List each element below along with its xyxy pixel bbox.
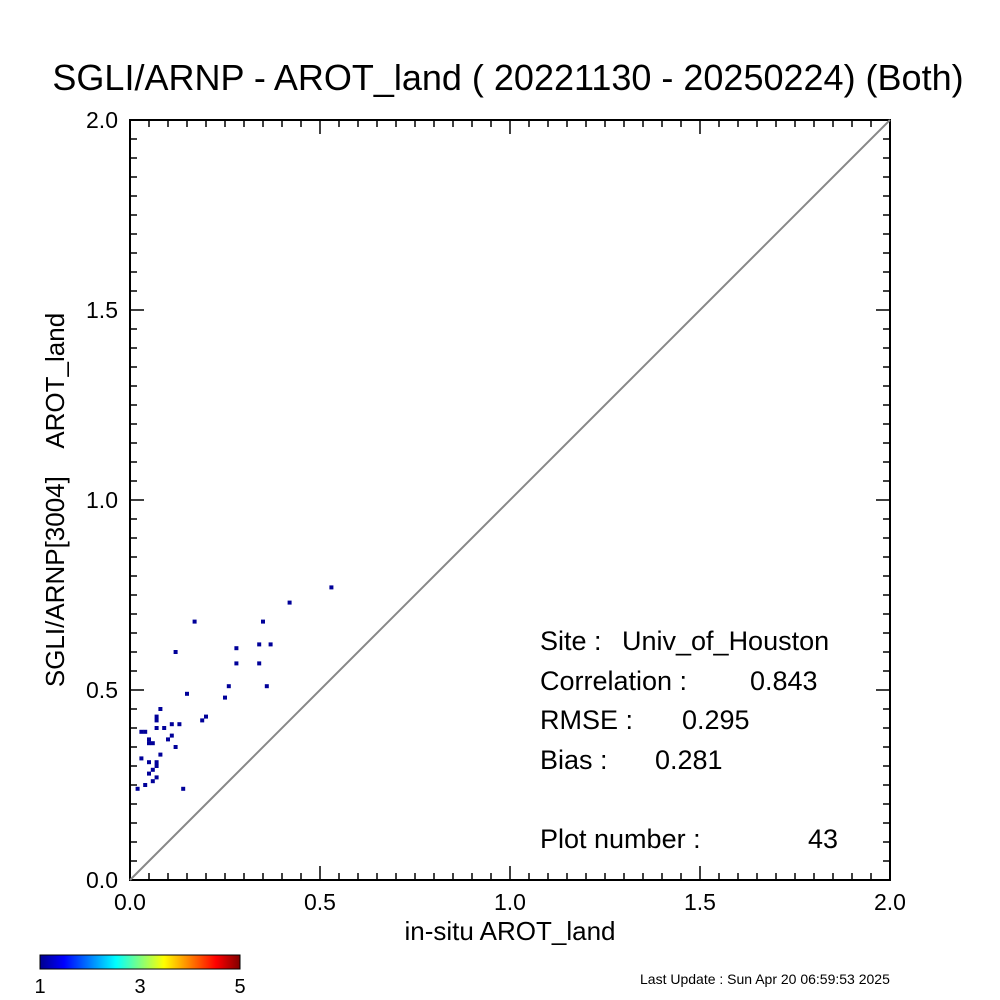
y-tick-label: 0.5	[86, 677, 118, 703]
last-update-text: Last Update : Sun Apr 20 06:59:53 2025	[640, 971, 890, 987]
colorbar-mid-label: 3	[134, 976, 145, 998]
data-point	[154, 726, 159, 730]
data-point	[154, 718, 159, 723]
rmse-value: 0.295	[682, 705, 750, 735]
data-points	[135, 585, 334, 791]
data-point	[329, 585, 334, 590]
data-point	[173, 745, 178, 749]
chart-title: SGLI/ARNP - AROT_land ( 20221130 - 20250…	[52, 57, 963, 98]
data-point	[223, 695, 227, 700]
data-point	[147, 737, 151, 742]
data-point	[257, 661, 262, 666]
data-point	[169, 733, 174, 738]
data-point	[234, 646, 239, 651]
data-point	[268, 642, 273, 647]
data-point	[150, 741, 155, 746]
data-point	[162, 726, 167, 730]
data-point	[177, 722, 182, 727]
data-point	[158, 707, 163, 711]
one-to-one-line	[129, 119, 891, 881]
data-point	[154, 760, 159, 765]
data-point	[154, 775, 159, 780]
data-point	[150, 767, 155, 772]
colorbar-max-label: 5	[234, 976, 245, 998]
data-point	[166, 737, 170, 742]
data-point	[234, 661, 239, 666]
x-tick-label: 0.0	[114, 889, 146, 915]
y-axis-label: SGLI/ARNP[3004] AROT_land	[40, 313, 70, 687]
data-point	[139, 729, 144, 734]
colorbar	[39, 954, 241, 970]
x-tick-label: 0.5	[304, 889, 336, 915]
bias-value: 0.281	[655, 745, 723, 775]
data-point	[185, 691, 189, 696]
y-tick-label: 0.0	[86, 867, 118, 893]
data-point	[192, 619, 197, 624]
rmse-label: RMSE :	[540, 705, 633, 735]
data-point	[264, 684, 269, 689]
data-point	[143, 783, 148, 787]
data-point	[150, 779, 155, 784]
x-tick-label: 1.0	[494, 889, 526, 915]
bias-label: Bias :	[540, 745, 608, 775]
data-point	[135, 786, 140, 791]
plot-number-value: 43	[808, 824, 838, 854]
site-label: Site :	[540, 626, 602, 656]
correlation-label: Correlation :	[540, 666, 687, 696]
x-axis-label: in-situ AROT_land	[405, 916, 616, 946]
x-tick-label: 2.0	[874, 889, 906, 915]
colorbar-min-label: 1	[34, 976, 45, 998]
data-point	[143, 729, 148, 734]
data-point	[287, 600, 292, 605]
data-point	[257, 642, 262, 647]
data-point	[204, 714, 208, 719]
data-point	[158, 752, 163, 757]
data-point	[226, 684, 231, 689]
y-tick-label: 1.0	[86, 487, 118, 513]
data-point	[200, 718, 205, 723]
stats-box: Site : Univ_of_Houston Correlation : 0.8…	[540, 626, 838, 854]
data-point	[154, 764, 159, 768]
data-point	[139, 756, 144, 761]
axis-ticks	[129, 119, 891, 881]
data-point	[154, 714, 159, 719]
data-point	[169, 722, 174, 727]
x-tick-label: 1.5	[684, 889, 716, 915]
data-point	[147, 741, 151, 746]
y-tick-label: 2.0	[86, 107, 118, 133]
site-value: Univ_of_Houston	[622, 626, 829, 656]
data-point	[147, 760, 151, 765]
data-point	[181, 786, 186, 791]
plot-number-label: Plot number :	[540, 824, 701, 854]
x-tick-labels: 0.0 0.5 1.0 1.5 2.0	[114, 889, 906, 915]
y-tick-labels: 0.0 0.5 1.0 1.5 2.0	[86, 107, 118, 893]
data-point	[173, 650, 178, 654]
data-point	[147, 771, 151, 776]
data-point	[261, 619, 265, 624]
y-tick-label: 1.5	[86, 297, 118, 323]
correlation-value: 0.843	[750, 666, 818, 696]
